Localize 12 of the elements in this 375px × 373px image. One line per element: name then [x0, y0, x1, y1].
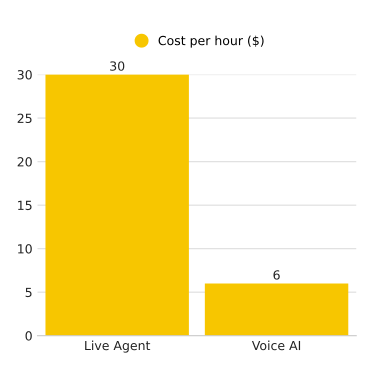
- data-label: 6: [273, 270, 280, 280]
- y-tick-label: 10: [18, 244, 32, 254]
- y-tick-label: 25: [18, 114, 32, 124]
- y-tick-label: 5: [26, 288, 32, 298]
- y-tick-label: 30: [18, 70, 32, 80]
- legend-label: Cost per hour ($): [158, 36, 264, 48]
- x-tick-label: Live Agent: [85, 340, 150, 353]
- y-tick-label: 15: [18, 200, 32, 210]
- data-label: 30: [110, 61, 124, 71]
- y-tick-label: 20: [18, 157, 32, 167]
- x-tick-label: Voice AI: [252, 340, 300, 350]
- y-tick-label: 0: [26, 331, 32, 341]
